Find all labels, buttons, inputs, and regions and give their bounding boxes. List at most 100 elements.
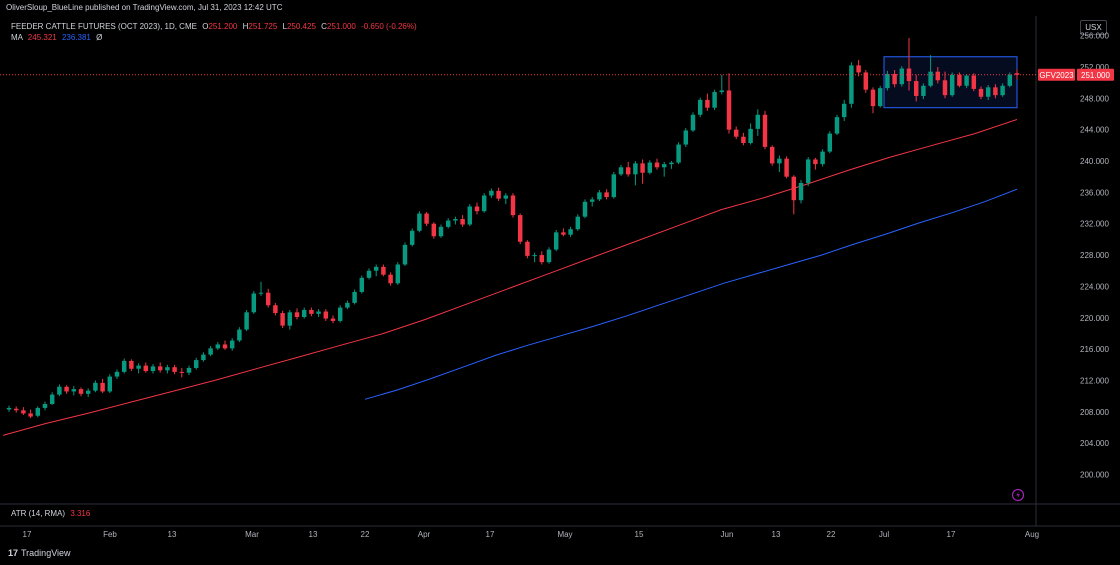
candle-body	[244, 312, 249, 330]
x-tick-label: 22	[361, 530, 370, 539]
open-value: 251.200	[208, 22, 238, 31]
candle-body	[654, 162, 660, 168]
candle-body	[57, 386, 62, 395]
candle-body	[222, 344, 228, 349]
tradingview-brand: TradingView	[21, 548, 71, 558]
candle-body	[921, 85, 926, 96]
candle-body	[582, 201, 588, 217]
candle-body	[539, 255, 545, 263]
candle-body	[352, 291, 357, 303]
candle-body	[870, 89, 876, 107]
x-tick-label: Aug	[1025, 530, 1039, 539]
x-tick-label: May	[557, 530, 572, 539]
candle-body	[431, 223, 437, 237]
candle-body	[705, 99, 710, 108]
x-tick-label: 17	[23, 530, 32, 539]
y-tick-label: 228.000	[1080, 251, 1109, 260]
candle-body	[647, 162, 653, 173]
candle-body	[525, 241, 530, 256]
candle-body	[510, 195, 516, 216]
candle-body	[438, 226, 444, 237]
candle-body	[791, 176, 797, 201]
low-label: L	[282, 22, 287, 31]
candle-body	[777, 158, 782, 164]
tradingview-logo[interactable]: 17 TradingView	[8, 548, 71, 558]
x-tick-label: Feb	[103, 530, 117, 539]
atr-value: 3.316	[70, 509, 91, 518]
symbol-name[interactable]: FEEDER CATTLE FUTURES (OCT 2023), 1D, CM…	[11, 22, 197, 31]
ma-label[interactable]: MA	[11, 33, 23, 42]
candle-body	[517, 215, 523, 242]
candle-body	[172, 367, 177, 372]
candle-body	[49, 394, 55, 405]
y-tick-label: 252.000	[1080, 63, 1109, 72]
candle-body	[114, 371, 120, 377]
candle-body	[604, 192, 609, 198]
candle-body	[71, 389, 77, 392]
lightning-icon[interactable]	[1011, 488, 1025, 502]
candle-body	[258, 292, 264, 294]
symbol-tag-label: GFV2023	[1039, 71, 1074, 80]
y-tick-label: 220.000	[1080, 314, 1109, 323]
x-tick-label: Jun	[721, 530, 734, 539]
candle-body	[316, 311, 321, 314]
candle-body	[453, 219, 458, 221]
candle-body	[942, 80, 948, 96]
candle-body	[805, 159, 811, 183]
atr-label[interactable]: ATR (14, RMA)	[11, 509, 66, 518]
candle-body	[813, 159, 818, 165]
candle-body	[402, 244, 408, 265]
candle-body	[366, 270, 372, 278]
candle-body	[546, 249, 552, 263]
candle-body	[345, 302, 350, 308]
y-tick-label: 208.000	[1080, 408, 1109, 417]
candle-body	[575, 216, 581, 230]
price-tag-bg	[1077, 68, 1114, 81]
y-tick-label: 216.000	[1080, 345, 1109, 354]
x-tick-label: 13	[772, 530, 781, 539]
ma-slow-line	[364, 188, 1018, 400]
x-tick-label: Jul	[879, 530, 889, 539]
candle-body	[892, 74, 897, 85]
candle-body	[193, 360, 199, 368]
price-tag-label: 251.000	[1081, 71, 1110, 80]
open-label: O	[202, 22, 209, 31]
candle-body	[755, 114, 761, 129]
candle-body	[971, 75, 977, 89]
ma-legend: MA 245.321 236.381 Ø	[11, 33, 102, 42]
candle-body	[597, 192, 602, 200]
candle-body	[978, 88, 984, 97]
candle-body	[409, 230, 415, 245]
candle-body	[474, 206, 480, 212]
candle-body	[237, 329, 242, 341]
low-value: 250.425	[286, 22, 316, 31]
candle-body	[863, 72, 869, 90]
candle-body	[251, 293, 257, 313]
symbol-legend: FEEDER CATTLE FUTURES (OCT 2023), 1D, CM…	[11, 22, 417, 31]
high-label: H	[242, 22, 249, 31]
lightning-bolt-icon	[1016, 491, 1020, 499]
candle-body	[280, 313, 285, 326]
candle-body	[899, 68, 905, 85]
candle-body	[784, 158, 789, 177]
publisher-header: OliverSloup_BlueLine published on Tradin…	[6, 3, 283, 12]
ma-slow-value: 236.381	[61, 33, 91, 42]
candle-body	[395, 264, 401, 284]
candle-body	[798, 182, 804, 201]
candle-body	[417, 213, 422, 231]
candle-body	[6, 407, 12, 410]
candle-body	[294, 312, 300, 318]
symbol-tag-bg	[1038, 68, 1075, 81]
y-tick-label: 200.000	[1080, 471, 1109, 480]
candle-body	[913, 81, 919, 96]
candle-body	[985, 87, 991, 97]
x-tick-label: Apr	[418, 530, 431, 539]
currency-button[interactable]: USX	[1080, 20, 1107, 35]
candle-body	[1000, 85, 1005, 96]
candle-body	[330, 318, 336, 321]
candle-body	[301, 309, 307, 318]
candle-body	[841, 103, 847, 118]
y-tick-label: 236.000	[1080, 188, 1109, 197]
candle-body	[78, 389, 84, 394]
